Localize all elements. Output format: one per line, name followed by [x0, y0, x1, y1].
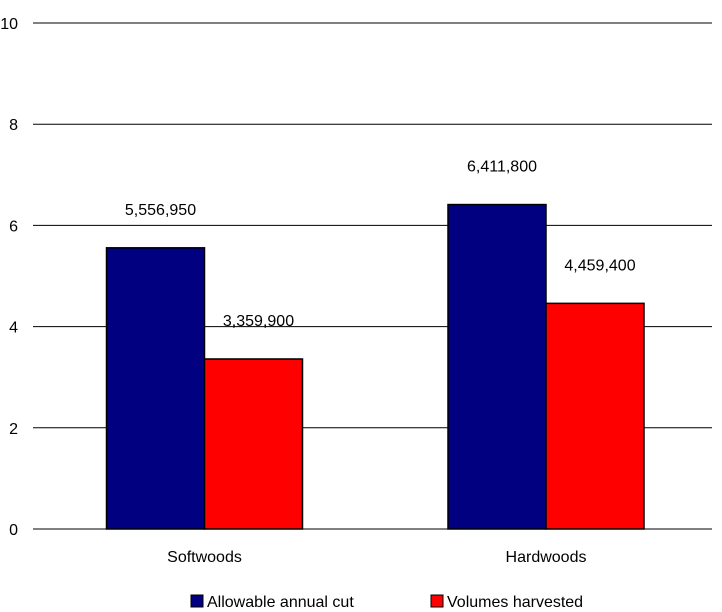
category-label: Hardwoods [506, 549, 587, 566]
data-label: 3,359,900 [223, 313, 294, 330]
bar-volumes-harvested [205, 359, 303, 529]
y-tick-label: 0 [9, 522, 18, 539]
data-label: 6,411,800 [467, 159, 537, 176]
legend-label: Allowable annual cut [207, 594, 354, 611]
y-tick-label: 8 [9, 117, 18, 134]
category-label: Softwoods [167, 549, 242, 566]
data-label: 5,556,950 [125, 202, 196, 219]
bar-allowable-annual-cut [107, 248, 205, 529]
data-label: 4,459,400 [564, 257, 635, 274]
y-tick-label: 4 [9, 320, 18, 337]
bars [107, 205, 645, 529]
category-labels: Softwoods Hardwoods [167, 549, 586, 566]
y-tick-label: 6 [9, 218, 18, 235]
legend-swatch [191, 595, 203, 607]
bar-allowable-annual-cut [448, 205, 546, 529]
legend-swatch [431, 595, 443, 607]
bar-volumes-harvested [546, 303, 644, 529]
y-axis-ticks: 0 2 4 6 8 10 [0, 16, 18, 539]
legend-label: Volumes harvested [447, 594, 583, 611]
legend: Allowable annual cut Volumes harvested [191, 594, 583, 611]
y-tick-label: 10 [0, 16, 18, 33]
y-tick-label: 2 [9, 421, 18, 438]
